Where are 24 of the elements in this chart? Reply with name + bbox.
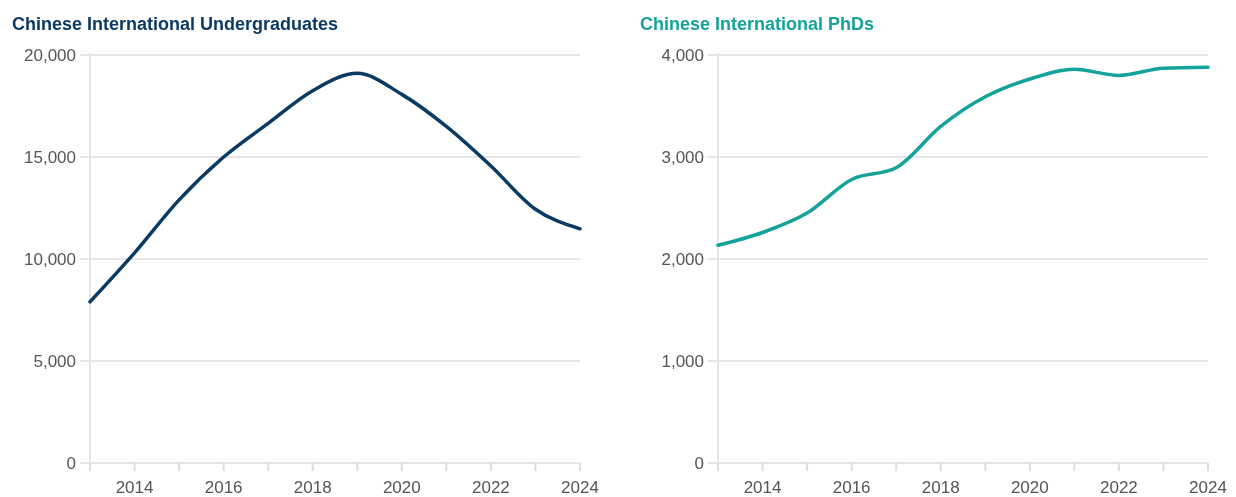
x-tick-label: 2014 bbox=[115, 478, 154, 497]
y-tick-label: 20,000 bbox=[24, 45, 76, 65]
x-tick-label: 2016 bbox=[204, 478, 243, 497]
y-tick-label: 0 bbox=[66, 453, 76, 473]
chart-title: Chinese International Undergraduates bbox=[12, 14, 339, 34]
x-tick-label: 2022 bbox=[472, 478, 510, 497]
x-tick-label: 2020 bbox=[382, 478, 421, 497]
y-tick-label: 0 bbox=[694, 453, 704, 473]
x-tick-label: 2020 bbox=[1010, 478, 1049, 497]
x-tick-label: 2018 bbox=[921, 478, 960, 497]
x-tick-label: 2024 bbox=[1189, 478, 1227, 497]
x-tick-label: 2016 bbox=[832, 478, 871, 497]
x-tick-label: 2018 bbox=[293, 478, 332, 497]
x-tick-label: 2014 bbox=[743, 478, 782, 497]
y-tick-label: 2,000 bbox=[661, 249, 704, 269]
x-tick-label: 2022 bbox=[1099, 478, 1138, 497]
y-tick-label: 5,000 bbox=[33, 351, 76, 371]
x-tick-label: 2024 bbox=[561, 478, 599, 497]
y-tick-label: 10,000 bbox=[24, 249, 76, 269]
chart-title: Chinese International PhDs bbox=[640, 14, 875, 34]
y-tick-label: 3,000 bbox=[661, 147, 704, 167]
y-tick-label: 4,000 bbox=[661, 45, 704, 65]
y-tick-label: 1,000 bbox=[661, 351, 704, 371]
y-tick-label: 15,000 bbox=[24, 147, 76, 167]
